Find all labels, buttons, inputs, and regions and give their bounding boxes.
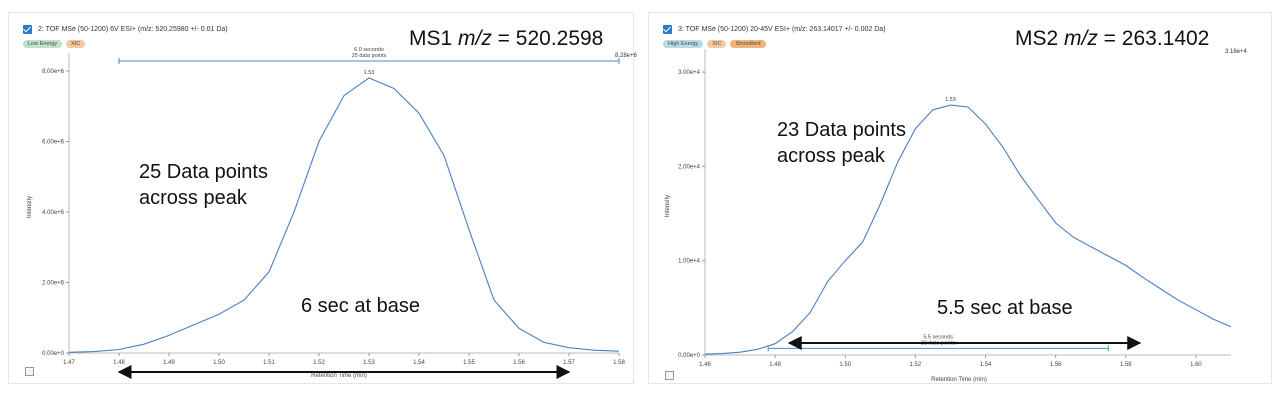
range-seconds-label: 6.0 seconds: [354, 47, 384, 53]
x-tick-label: 1.54: [980, 362, 992, 368]
x-tick-label: 1.55: [463, 360, 475, 366]
x-tick-label: 1.58: [1120, 362, 1132, 368]
x-tick-label: 1.56: [1050, 362, 1062, 368]
y-tick-label: 2.00e+4: [678, 164, 701, 170]
mz-prefix: MS2: [1015, 27, 1065, 50]
y-tick-label: 3.00e+4: [678, 70, 701, 76]
annotation-line-2: across peak: [139, 187, 247, 209]
x-tick-label: 1.49: [163, 360, 175, 366]
x-axis-label: Retention Time (min): [931, 377, 987, 383]
y-axis-label: Intensity: [27, 196, 33, 218]
badge-low-energy: Low Energy: [23, 40, 63, 48]
series-line: [68, 77, 620, 353]
mz-title: MS1 m/z = 520.2598: [409, 27, 603, 51]
annotation-base-width: 6 sec at base: [301, 295, 420, 317]
x-tick-label: 1.53: [363, 360, 375, 366]
y-tick-label: 1.00e+4: [678, 259, 701, 265]
annotation-data-points: 23 Data points across peak: [777, 117, 906, 169]
annotation-data-points: 25 Data points across peak: [139, 159, 268, 211]
x-tick-label: 1.50: [839, 362, 851, 368]
x-tick-label: 1.48: [769, 362, 781, 368]
x-axis-label: Retention Time (min): [311, 373, 367, 379]
trace-title: 2: TOF MSe (50-1200) 6V ESI+ (m/z: 520.2…: [38, 26, 228, 33]
series-line: [704, 104, 1232, 355]
x-tick-label: 1.48: [113, 360, 125, 366]
trace-header: 3: TOF MSe (50-1200) 20-45V ESI+ (m/z: 2…: [663, 25, 886, 34]
mz-italic: m/z: [1064, 27, 1098, 50]
peak-label: 1.53: [945, 97, 956, 103]
x-tick-label: 1.54: [413, 360, 425, 366]
x-tick-label: 1.58: [613, 360, 625, 366]
badge-xic: XIC: [707, 40, 727, 48]
trace-badges: High Energy XIC Smoothed: [663, 40, 766, 48]
chromatogram-plot: 1.46 1.48 1.50 1.52 1.54 1.56 1.58 1.60 0.00e+0 1…: [665, 49, 1232, 383]
x-tick-label: 1.57: [563, 360, 575, 366]
peak-label: 1.53: [364, 70, 375, 76]
x-tick-label: 1.52: [910, 362, 922, 368]
mz-title: MS2 m/z = 263.1402: [1015, 27, 1209, 51]
x-tick-label: 1.51: [263, 360, 275, 366]
x-tick-label: 1.60: [1190, 362, 1202, 368]
x-tick-label: 1.56: [513, 360, 525, 366]
x-tick-label: 1.52: [313, 360, 325, 366]
mz-value: = 520.2598: [491, 27, 604, 50]
chart-panel-ms2: 3: TOF MSe (50-1200) 20-45V ESI+ (m/z: 2…: [648, 12, 1272, 384]
trace-checkbox[interactable]: [23, 25, 32, 34]
y-max-label: 8.28e+6: [615, 53, 637, 59]
y-tick-label: 8.00e+6: [42, 69, 65, 75]
badge-high-energy: High Energy: [663, 40, 704, 48]
trace-title: 3: TOF MSe (50-1200) 20-45V ESI+ (m/z: 2…: [678, 26, 886, 33]
annotation-line-1: 23 Data points: [777, 119, 906, 141]
badge-xic: XIC: [66, 40, 86, 48]
y-tick-label: 6.00e+6: [42, 139, 65, 145]
y-axis-label: Intensity: [665, 195, 671, 217]
x-tick-label: 1.46: [699, 362, 711, 368]
annotation-line-2: across peak: [777, 145, 885, 167]
range-points-label: 25 data points: [352, 53, 387, 59]
expand-icon[interactable]: [665, 371, 674, 380]
x-tick-label: 1.50: [213, 360, 225, 366]
y-max-label: 3.16e+4: [1225, 49, 1247, 55]
y-tick-label: 2.00e+6: [42, 280, 65, 286]
trace-badges: Low Energy XIC: [23, 40, 86, 48]
expand-icon[interactable]: [25, 367, 34, 376]
y-tick-label: 4.00e+6: [42, 210, 65, 216]
chart-panel-ms1: 2: TOF MSe (50-1200) 6V ESI+ (m/z: 520.2…: [8, 12, 637, 384]
annotation-line-1: 25 Data points: [139, 161, 268, 183]
mz-value: = 263.1402: [1097, 27, 1210, 50]
trace-checkbox[interactable]: [663, 25, 672, 34]
annotation-base-width: 5.5 sec at base: [937, 297, 1073, 319]
badge-smoothed: Smoothed: [730, 40, 766, 48]
y-tick-label: 0.00e+0: [678, 353, 701, 359]
mz-italic: m/z: [458, 27, 492, 50]
mz-prefix: MS1: [409, 27, 459, 50]
y-tick-label: 0.00e+0: [42, 351, 65, 357]
trace-header: 2: TOF MSe (50-1200) 6V ESI+ (m/z: 520.2…: [23, 25, 228, 34]
x-tick-label: 1.47: [63, 360, 75, 366]
chromatogram-plot: 1.47 1.48 1.49 1.50 1.51 1.52 1.53 1.54 1.55 1.56…: [27, 47, 625, 379]
